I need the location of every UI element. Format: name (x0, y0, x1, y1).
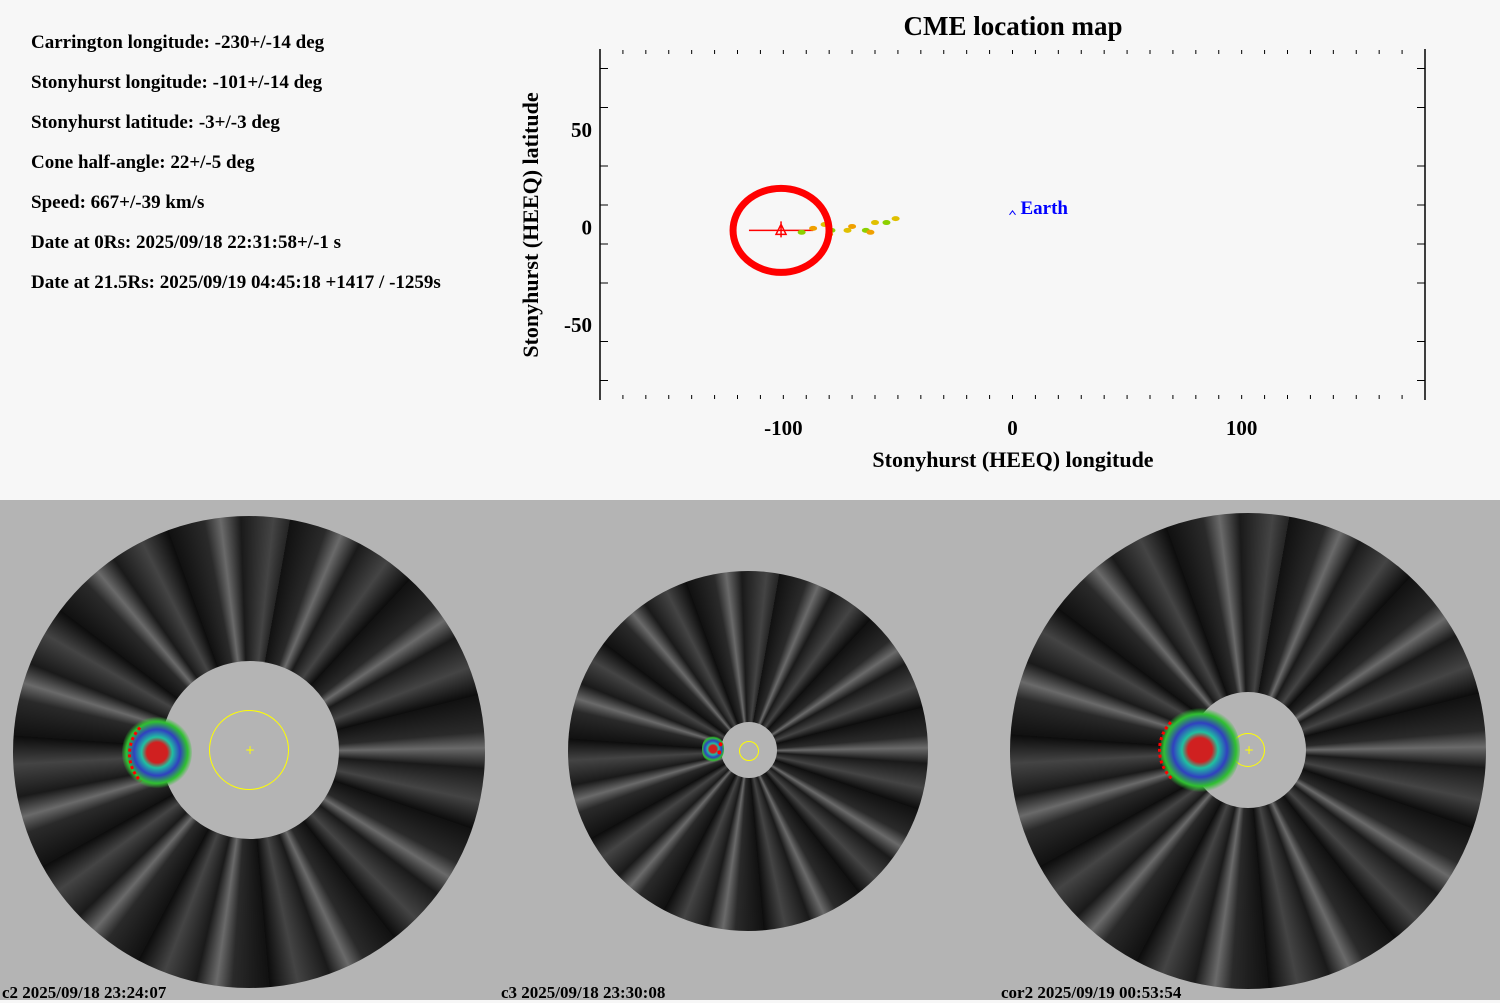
cme-front-arc (1158, 706, 1254, 794)
y-tick-label: -50 (564, 313, 592, 337)
cme-ellipse (729, 184, 833, 276)
x-axis-label: Stonyhurst (HEEQ) longitude (872, 447, 1153, 472)
carrington-longitude: Carrington longitude: -230+/-14 deg (31, 32, 325, 53)
y-tick-label: 0 (582, 216, 593, 240)
y-tick-label: 50 (571, 118, 592, 142)
c2-label: c2 2025/09/18 23:24:07 (2, 983, 167, 1002)
x-tick-label: -100 (764, 416, 803, 440)
earth-label: Earth (1021, 198, 1069, 219)
coronagraph-panels: + c2 2025/09/18 23:24:07 c3 2025/09/18 2… (0, 500, 1500, 1002)
cor2-label: cor2 2025/09/19 00:53:54 (1001, 983, 1182, 1002)
ensemble-point (871, 220, 879, 226)
x-tick-label: 0 (1007, 416, 1018, 440)
cme-marker-icon (774, 221, 788, 238)
y-axis-label: Stonyhurst (HEEQ) latitude (518, 92, 543, 357)
stonyhurst-longitude: Stonyhurst longitude: -101+/-14 deg (31, 72, 323, 93)
ensemble-point (843, 227, 852, 233)
sun-circle-icon (739, 741, 759, 761)
sun-center-icon: + (245, 743, 256, 757)
ensemble-point (891, 216, 900, 222)
x-tick-label: 100 (1226, 416, 1258, 440)
c3-label: c3 2025/09/18 23:30:08 (501, 983, 666, 1002)
earth-marker-icon (1009, 210, 1016, 216)
ensemble-point (866, 229, 875, 235)
ensemble-point (882, 220, 891, 226)
sun-circle-icon (209, 710, 289, 790)
cme-front-arc (717, 738, 739, 762)
date-at-21-5rs: Date at 21.5Rs: 2025/09/19 04:45:18 +141… (31, 272, 441, 293)
cme-front-arc (128, 714, 208, 794)
cone-half-angle: Cone half-angle: 22+/-5 deg (31, 152, 255, 173)
stonyhurst-latitude: Stonyhurst latitude: -3+/-3 deg (31, 112, 280, 133)
ensemble-point (809, 225, 818, 231)
cme-location-map: CME location map Stonyhurst (HEEQ) longi… (518, 11, 1426, 472)
ensemble-point (797, 229, 806, 235)
speed: Speed: 667+/-39 km/s (31, 192, 205, 213)
chart-title: CME location map (904, 11, 1123, 41)
ensemble-point (848, 223, 857, 229)
date-at-0rs: Date at 0Rs: 2025/09/18 22:31:58+/-1 s (31, 232, 342, 253)
